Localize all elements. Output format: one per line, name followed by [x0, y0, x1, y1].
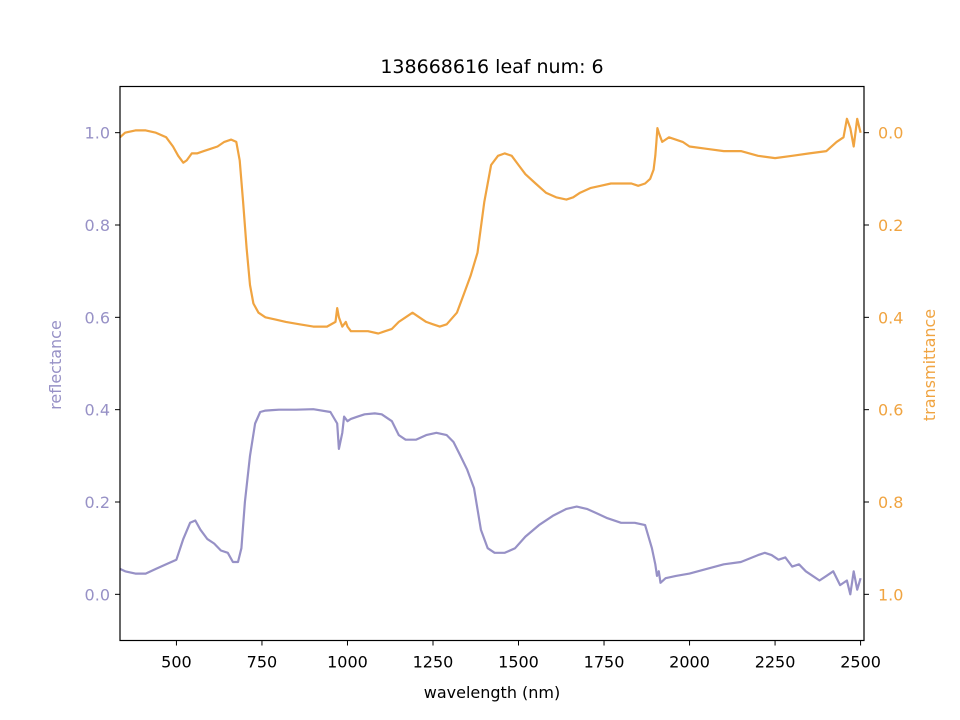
right-tick-label: 0.8	[878, 493, 903, 512]
series-layer	[119, 117, 862, 596]
left-tick-label: 0.2	[85, 493, 110, 512]
x-tick-label: 2000	[669, 653, 710, 672]
left-y-axis: 0.0 0.2 0.4 0.6 0.8 1.0	[85, 124, 120, 604]
right-tick-label: 0.6	[878, 401, 903, 420]
right-tick-label: 1.0	[878, 585, 903, 604]
left-tick-label: 0.4	[85, 401, 110, 420]
x-tick-label: 2500	[840, 653, 881, 672]
left-tick-label: 0.6	[85, 308, 110, 327]
reflectance-series-line	[119, 408, 862, 596]
x-tick-label: 2250	[755, 653, 796, 672]
right-tick-label: 0.0	[878, 124, 903, 143]
x-tick-label: 750	[247, 653, 278, 672]
left-y-axis-label: reflectance	[46, 320, 65, 410]
x-tick-label: 1000	[327, 653, 368, 672]
x-tick-label: 1750	[584, 653, 625, 672]
x-tick-label: 1250	[413, 653, 454, 672]
transmittance-series-line	[119, 117, 862, 335]
x-axis: 500 750 1000 1250 1500 1750 2000 2250 2500	[161, 640, 881, 672]
left-tick-label: 0.8	[85, 216, 110, 235]
right-y-axis-label: transmittance	[920, 309, 939, 421]
left-tick-label: 1.0	[85, 124, 110, 143]
plot-frame	[119, 85, 865, 642]
left-tick-label: 0.0	[85, 585, 110, 604]
right-tick-label: 0.4	[878, 308, 903, 327]
right-tick-label: 0.2	[878, 216, 903, 235]
x-tick-label: 500	[161, 653, 192, 672]
x-axis-label: wavelength (nm)	[424, 683, 561, 702]
right-y-axis: 0.0 0.2 0.4 0.6 0.8 1.0	[864, 124, 903, 604]
x-tick-label: 1500	[498, 653, 539, 672]
chart-title: 138668616 leaf num: 6	[380, 56, 603, 78]
